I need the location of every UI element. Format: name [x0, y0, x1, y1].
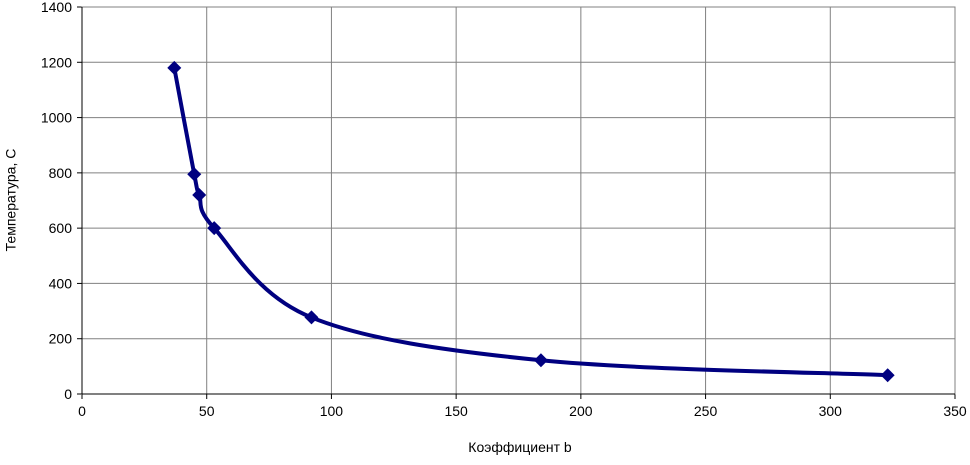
x-tick-label: 200	[569, 403, 593, 419]
y-tick-label: 600	[49, 220, 73, 236]
marker	[304, 310, 319, 325]
x-tick-label: 50	[199, 403, 215, 419]
x-tick-label: 250	[694, 403, 718, 419]
x-tick-label: 0	[78, 403, 86, 419]
marker	[533, 353, 548, 368]
y-tick-label: 800	[49, 165, 73, 181]
y-tick-label: 0	[64, 386, 72, 402]
y-tick-label: 1200	[41, 54, 72, 70]
x-tick-label: 300	[819, 403, 843, 419]
y-tick-label: 400	[49, 275, 73, 291]
marker	[192, 187, 207, 202]
marker	[880, 368, 895, 383]
plot-border	[81, 6, 956, 395]
marker	[167, 60, 182, 75]
y-tick-label: 1400	[41, 0, 72, 15]
line	[172, 67, 888, 378]
x-axis-label: Коэффициент b	[468, 439, 572, 455]
y-tick-label: 1000	[41, 110, 72, 126]
y-axis-label: Температура, С	[3, 149, 19, 252]
x-tick-label: 100	[320, 403, 344, 419]
x-tick-label: 350	[943, 403, 967, 419]
x-tick-label: 150	[444, 403, 468, 419]
marker	[207, 221, 222, 236]
marker	[187, 167, 202, 182]
y-tick-label: 200	[49, 331, 73, 347]
